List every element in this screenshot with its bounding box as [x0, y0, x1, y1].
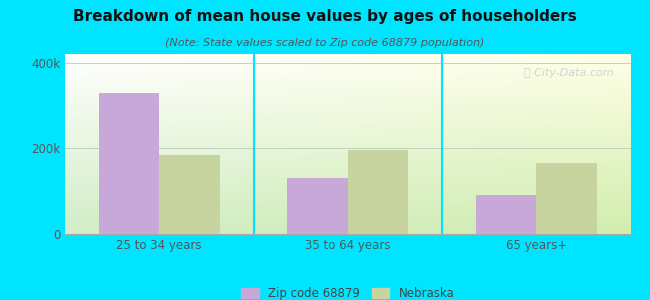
Bar: [287, 178, 348, 234]
Bar: [99, 93, 159, 234]
Text: Breakdown of mean house values by ages of householders: Breakdown of mean house values by ages o…: [73, 9, 577, 24]
Bar: [348, 150, 408, 234]
Text: (Note: State values scaled to Zip code 68879 population): (Note: State values scaled to Zip code 6…: [165, 38, 485, 47]
Bar: [159, 155, 220, 234]
Text: Ⓜ City-Data.com: Ⓜ City-Data.com: [524, 68, 614, 78]
Bar: [476, 195, 536, 234]
Legend: Zip code 68879, Nebraska: Zip code 68879, Nebraska: [237, 284, 458, 300]
Bar: [536, 163, 597, 234]
